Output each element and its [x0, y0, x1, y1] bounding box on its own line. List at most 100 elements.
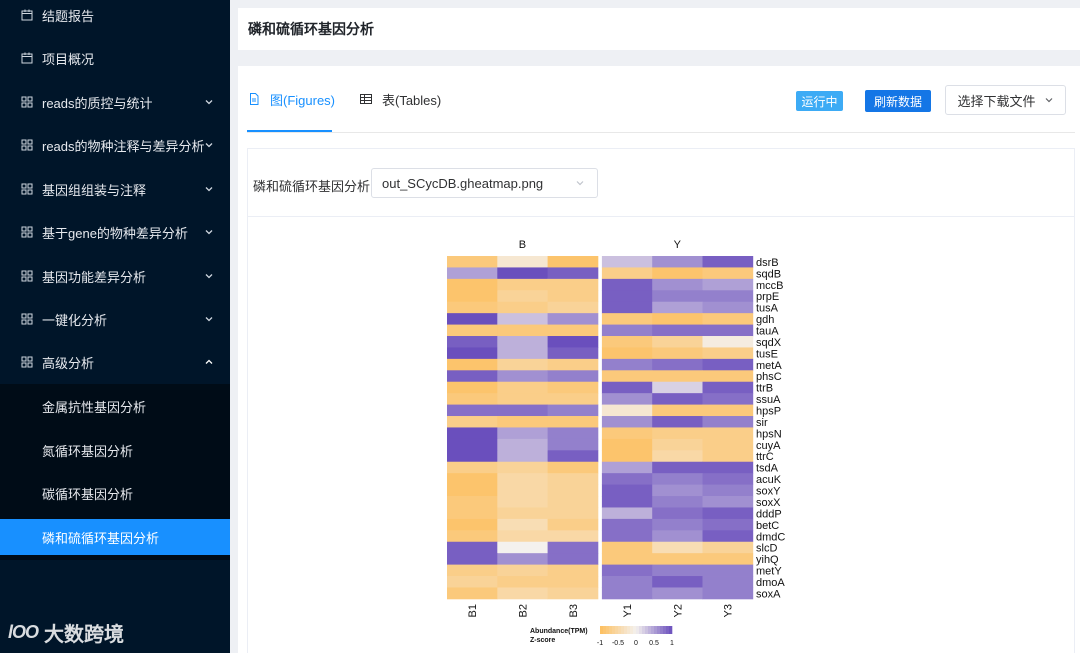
heatmap-cell [447, 587, 498, 600]
heatmap-cell [702, 553, 754, 566]
heatmap-cell [652, 450, 703, 463]
heatmap-cell [447, 393, 498, 405]
heatmap-cell [447, 541, 498, 554]
heatmap-cell [601, 313, 653, 325]
heatmap-cell [702, 427, 754, 440]
heatmap-cell [547, 541, 599, 554]
heatmap-cell [601, 576, 653, 588]
heatmap-cell [497, 461, 548, 474]
heatmap-cell [447, 530, 498, 543]
sidebar-item[interactable]: 基于gene的物种差异分析 [0, 210, 230, 254]
heatmap-cell [547, 553, 599, 566]
heatmap-cell [652, 290, 703, 303]
heatmap-cell [601, 427, 653, 440]
calendar-icon [20, 51, 34, 65]
legend-swatch [627, 626, 631, 634]
heatmap-row-label: prpE [756, 291, 779, 303]
heatmap-cell [601, 267, 653, 280]
heatmap-cell [652, 324, 703, 337]
sidebar-item-label: 基因功能差异分析 [42, 269, 147, 285]
heatmap-column-label: Y3 [723, 604, 735, 617]
tab-tables-label: 表(Tables) [382, 92, 442, 108]
sidebar-item[interactable]: 一键化分析 [0, 297, 230, 341]
heatmap-cell [547, 484, 599, 497]
grid-icon [20, 182, 34, 196]
sidebar: 结题报告 项目概况 reads的质控与统计 reads的物种注释与差异分析 基因组组装与… [0, 0, 230, 653]
grid-icon [20, 312, 34, 326]
heatmap-cell [601, 416, 653, 428]
sidebar-subitem[interactable]: 碳循环基因分析 [42, 486, 134, 502]
tab-figures[interactable]: 图(Figures) [248, 88, 335, 110]
heatmap-row-label: betC [756, 520, 779, 532]
heatmap-column-label: B3 [568, 604, 580, 617]
legend-swatch [642, 626, 646, 634]
sidebar-item-label: 一键化分析 [42, 312, 108, 328]
sidebar-item[interactable]: reads的物种注释与差异分析 [0, 123, 230, 167]
heatmap-row-label: mccB [756, 280, 784, 292]
sidebar-item[interactable]: 高级分析 [0, 340, 230, 384]
heatmap-cell [547, 404, 599, 417]
heatmap-cell [702, 404, 754, 417]
heatmap-row-label: tsdA [756, 463, 779, 475]
heatmap-cell [652, 416, 703, 428]
table-icon [360, 93, 372, 105]
legend-tick-label: -0.5 [612, 640, 624, 647]
active-tab-indicator [247, 130, 332, 132]
legend-swatch [621, 626, 625, 634]
heatmap-cell [497, 267, 548, 280]
sidebar-item[interactable]: 基因功能差异分析 [0, 254, 230, 298]
figure-select-value: out_SCycDB.gheatmap.png [382, 175, 544, 191]
heatmap-cell [652, 393, 703, 405]
running-status-button[interactable]: 运行中 [796, 91, 843, 111]
heatmap-row-label: yihQ [756, 554, 779, 566]
heatmap-cell [447, 450, 498, 463]
refresh-data-button[interactable]: 刷新数据 [865, 90, 931, 112]
legend-tick-label: 0 [634, 640, 638, 647]
legend-swatch [645, 626, 649, 634]
sidebar-subitem[interactable]: 磷和硫循环基因分析 [0, 519, 230, 555]
heatmap-cell [702, 347, 754, 360]
heatmap-cell [652, 473, 703, 485]
heatmap-cell [547, 530, 599, 543]
document-icon [248, 93, 260, 105]
sidebar-subitem[interactable]: 金属抗性基因分析 [42, 399, 147, 415]
legend-swatch [603, 626, 607, 634]
heatmap-cell [447, 256, 498, 268]
heatmap-row-label: dsrB [756, 257, 779, 269]
heatmap-cell [497, 530, 548, 543]
heatmap-cell [652, 564, 703, 577]
tab-tables[interactable]: 表(Tables) [360, 88, 441, 110]
sidebar-item[interactable]: reads的质控与统计 [0, 80, 230, 124]
heatmap-cell [547, 313, 599, 325]
heatmap-cell [652, 267, 703, 280]
heatmap-cell [652, 530, 703, 543]
download-file-select[interactable]: 选择下载文件 [945, 85, 1066, 115]
sidebar-item[interactable]: 项目概况 [0, 36, 230, 80]
heatmap-cell [547, 267, 599, 280]
heatmap-cell [547, 450, 599, 463]
heatmap-cell [652, 404, 703, 417]
grid-icon [20, 269, 34, 283]
heatmap-cell [652, 518, 703, 531]
heatmap-row-label: soxX [756, 497, 781, 509]
heatmap-cell [601, 484, 653, 497]
heatmap-row-label: soxY [756, 486, 781, 498]
heatmap-cell [547, 587, 599, 600]
sidebar-item[interactable]: 基因组组装与注释 [0, 167, 230, 211]
sidebar-subitem[interactable]: 氮循环基因分析 [42, 443, 134, 459]
heatmap-cell [497, 324, 548, 337]
heatmap-cell [447, 473, 498, 485]
heatmap-cell [601, 587, 653, 600]
heatmap-cell [447, 484, 498, 497]
heatmap-row-label: metY [756, 566, 782, 578]
heatmap-cell [601, 564, 653, 577]
heatmap-cell [702, 301, 754, 314]
heatmap-row-label: ssuA [756, 394, 781, 406]
heatmap-cell [702, 564, 754, 577]
sidebar-item[interactable]: 结题报告 [0, 0, 230, 37]
download-file-label: 选择下载文件 [957, 93, 1036, 109]
heatmap-cell [547, 370, 599, 383]
figure-select[interactable]: out_SCycDB.gheatmap.png [371, 168, 598, 198]
heatmap-row-label: ttrB [756, 383, 773, 395]
